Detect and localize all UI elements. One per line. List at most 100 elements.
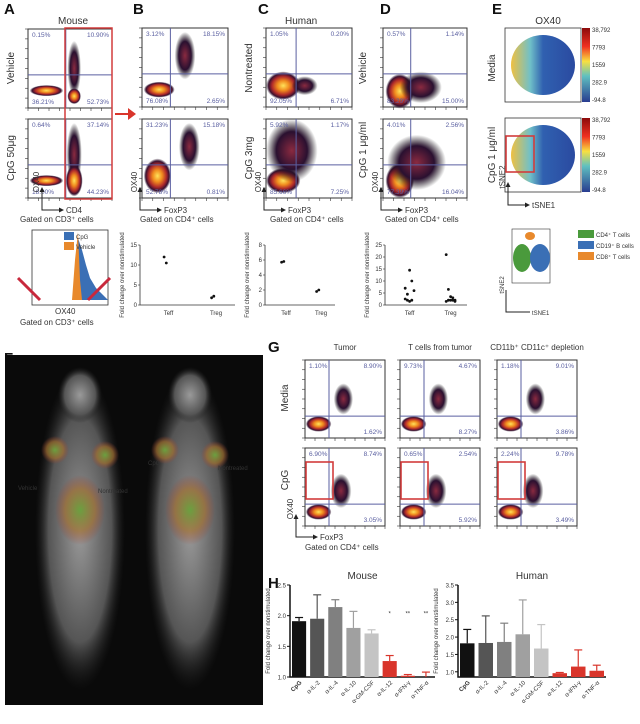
quadrant-ur: 9.01%	[556, 363, 575, 370]
quadrant-lr: 16.04%	[442, 189, 464, 196]
y-tick-label: 15	[375, 267, 382, 273]
legend-swatch	[578, 241, 594, 249]
gate-note: Gated on CD4⁺ cells	[305, 543, 379, 552]
panel-label-D: D	[380, 1, 391, 18]
quadrant-ul: 0.57%	[387, 31, 406, 38]
row-label-media: Media	[487, 54, 498, 82]
quadrant-ll: 77.39%	[387, 189, 409, 196]
density-cluster	[67, 40, 81, 97]
x-category-label: Treg	[315, 311, 327, 317]
arrow-heads	[293, 514, 318, 540]
quadrant-ul: 1.05%	[270, 31, 289, 38]
panel-label-C: C	[258, 1, 269, 18]
histogram-cpg	[78, 238, 108, 300]
histogram-vehicle	[72, 232, 82, 300]
data-point	[406, 298, 409, 302]
density-cluster	[174, 31, 196, 80]
quadrant-lr: 8.27%	[459, 429, 478, 436]
panel-label-G: G	[268, 339, 280, 356]
y-axis-label: tSNE2	[498, 165, 507, 189]
quadrant-ur: 37.14%	[87, 122, 109, 129]
cluster-cd8	[525, 232, 535, 240]
x-category-label: α-IL-10	[509, 680, 527, 698]
quadrant-ul: 0.65%	[404, 451, 423, 458]
x-category-label: Treg	[445, 311, 457, 317]
data-point	[317, 288, 321, 292]
data-point	[451, 296, 455, 300]
significance-mark: **	[424, 612, 429, 618]
x-category-label: α-IL-12	[376, 680, 394, 698]
chart-title: Human	[516, 571, 548, 582]
y-axis-label: OX40	[254, 171, 263, 192]
x-axis-label: tSNE1	[532, 311, 550, 317]
panel-label-E: E	[492, 1, 502, 18]
axis-arrows	[41, 188, 62, 211]
axis-arrows	[507, 183, 528, 206]
data-point	[451, 298, 455, 302]
red-arrow-right	[86, 276, 112, 302]
density-cluster	[305, 504, 332, 520]
bar	[497, 641, 512, 677]
axis-arrows	[380, 188, 401, 211]
axis-arrows	[295, 515, 316, 538]
tumor-signal	[201, 441, 229, 469]
y-tick-label: 0	[379, 303, 383, 309]
quadrant-lr: 6.71%	[331, 98, 350, 105]
quadrant-ur: 4.67%	[459, 363, 478, 370]
x-category-label: α-IL-4	[493, 680, 509, 696]
cluster-cd4	[513, 244, 531, 272]
y-tick-label: 6	[259, 258, 263, 264]
tumor-signal	[91, 441, 119, 469]
x-category-label: α-IL-2	[306, 680, 322, 696]
row-label-cpg: CpG 3mg	[244, 137, 255, 180]
data-point	[282, 260, 286, 263]
data-point	[444, 253, 448, 256]
legend-swatch	[64, 242, 74, 250]
density-cluster	[67, 88, 81, 105]
density-cluster	[178, 122, 200, 171]
quadrant-ur: 1.14%	[446, 31, 465, 38]
bar	[552, 673, 567, 677]
arrow-heads	[378, 187, 403, 213]
quadrant-ll: 85.66%	[270, 189, 292, 196]
density-cluster	[266, 119, 318, 183]
axis-arrows	[263, 188, 284, 211]
legend-label: Vehicle	[76, 245, 96, 251]
x-category-label: Teff	[164, 311, 174, 317]
bar	[364, 633, 379, 677]
quadrant-ul: 4.01%	[387, 122, 406, 129]
density-cluster	[143, 158, 172, 194]
colorbar-tick: 1559	[592, 63, 606, 69]
quadrant-ur: 15.18%	[203, 122, 225, 129]
density-cluster	[428, 383, 448, 415]
quadrant-lr: 5.92%	[459, 517, 478, 524]
quadrant-ur: 8.74%	[364, 451, 383, 458]
organ-signal	[55, 475, 105, 545]
row-label-media: Media	[280, 384, 291, 412]
density-cluster	[525, 383, 546, 415]
x-category-label: α-IL-4	[324, 680, 340, 696]
x-axis-label: tSNE1	[532, 201, 556, 210]
x-category-label: α-TNF-α	[581, 680, 602, 701]
density-cluster	[143, 81, 175, 98]
gate-box	[497, 461, 526, 500]
quadrant-ul: 6.90%	[309, 451, 328, 458]
x-category-label: Teff	[405, 311, 415, 317]
bar	[382, 661, 397, 677]
y-axis-label: Fold change over nonstimulated	[266, 588, 272, 673]
gate-note: Gated on CD3⁺ cells	[20, 318, 94, 327]
y-tick-label: 2.5	[278, 584, 287, 590]
gate-note: Gated on CD4⁺ cells	[385, 215, 459, 224]
y-axis-label: Fold change over nonstimulated	[120, 232, 126, 317]
quadrant-lr: 44.23%	[87, 189, 109, 196]
colorbar-tick: -94.8	[592, 98, 606, 104]
cluster-cd19	[530, 244, 550, 272]
column-title: CD11b⁺ CD11c⁺ depletion	[490, 343, 584, 352]
quadrant-lr: 2.65%	[207, 98, 226, 105]
gate-box	[305, 461, 334, 500]
data-point	[280, 260, 283, 264]
dotplot-axes	[139, 245, 235, 306]
legend-swatch	[578, 230, 594, 238]
quadrant-lr: 1.62%	[364, 429, 383, 436]
quadrant-lr: 3.86%	[556, 429, 575, 436]
